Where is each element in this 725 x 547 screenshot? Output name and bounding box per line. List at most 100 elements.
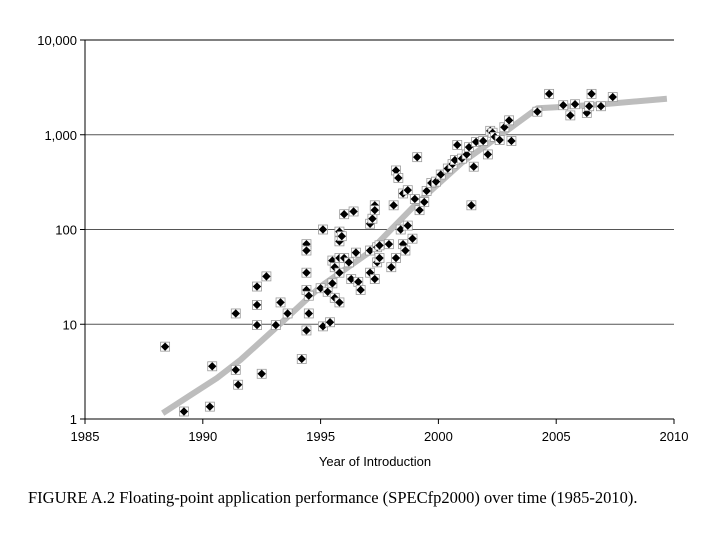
data-point-marker — [302, 326, 311, 335]
data-point — [506, 136, 517, 146]
data-point — [261, 271, 272, 282]
data-point-marker — [365, 246, 375, 255]
trend-layer — [161, 95, 668, 416]
data-point — [353, 276, 364, 287]
data-point — [327, 278, 338, 289]
y-tick-label: 1 — [70, 412, 77, 427]
y-tick-label: 1,000 — [44, 128, 77, 143]
data-point — [303, 308, 314, 319]
data-point — [607, 92, 618, 102]
data-point — [207, 361, 218, 372]
data-point-marker — [394, 173, 403, 183]
data-point-marker — [453, 140, 462, 150]
data-point-marker — [566, 111, 575, 120]
data-point-marker — [375, 253, 384, 263]
data-point — [393, 173, 404, 183]
data-point — [233, 379, 244, 390]
data-point — [400, 245, 411, 256]
data-point — [252, 300, 262, 310]
data-point — [407, 233, 418, 244]
data-point-marker — [205, 402, 215, 411]
data-point-marker — [208, 362, 217, 371]
y-tick-label: 10 — [63, 317, 77, 332]
data-point — [348, 206, 359, 217]
data-point-marker — [339, 210, 349, 219]
data-point-marker — [587, 89, 596, 99]
data-point-marker — [304, 291, 314, 300]
x-tick-label: 2000 — [424, 429, 453, 444]
data-point-marker — [262, 272, 271, 281]
data-point-marker — [410, 194, 420, 204]
data-point-marker — [325, 318, 335, 327]
point-layer — [160, 88, 618, 417]
data-point-marker — [344, 258, 354, 267]
data-point-marker — [403, 185, 412, 195]
data-point-marker — [233, 380, 243, 389]
data-point — [374, 253, 385, 263]
data-point — [386, 262, 397, 273]
trend-line — [161, 95, 668, 416]
data-point-marker — [252, 300, 262, 310]
data-point — [296, 354, 307, 364]
data-point — [336, 231, 347, 242]
data-point — [334, 297, 345, 308]
data-point-marker — [436, 170, 445, 179]
data-point-marker — [570, 100, 580, 109]
data-point — [301, 267, 312, 278]
data-point-marker — [271, 320, 281, 330]
data-point — [419, 197, 430, 207]
data-point-marker — [469, 162, 478, 171]
data-point — [160, 341, 171, 352]
data-point — [402, 220, 413, 231]
data-point-marker — [507, 136, 516, 146]
figure-caption: FIGURE A.2 Floating-point application pe… — [28, 488, 638, 507]
data-point — [301, 325, 312, 336]
data-point — [482, 149, 493, 160]
data-point — [570, 99, 580, 110]
data-point — [315, 283, 326, 294]
data-point-marker — [396, 225, 405, 234]
data-point — [275, 297, 286, 308]
data-point — [388, 200, 399, 211]
data-point — [351, 247, 361, 258]
data-point-marker — [302, 268, 311, 277]
data-point-marker — [462, 150, 471, 159]
data-point — [464, 142, 474, 153]
data-point-marker — [318, 322, 328, 331]
data-point-marker — [283, 309, 292, 318]
data-point — [565, 110, 576, 121]
data-point — [346, 274, 357, 284]
data-point — [179, 406, 189, 417]
scatter-chart: 1 10 100 1,000 10,000 1985 1990 1995 2000 2005 201… — [37, 33, 688, 469]
data-point — [369, 274, 380, 284]
data-point-marker — [412, 152, 422, 162]
data-point-marker — [533, 107, 542, 116]
data-point-marker — [483, 150, 493, 159]
x-tick-label: 1985 — [71, 429, 100, 444]
data-point — [334, 267, 345, 278]
data-point-marker — [335, 268, 344, 277]
data-point — [414, 205, 425, 216]
data-point — [494, 135, 505, 145]
data-point-marker — [467, 201, 476, 210]
y-tick-label: 100 — [55, 223, 77, 238]
data-point-marker — [316, 284, 325, 293]
data-point-marker — [559, 101, 568, 110]
data-point-marker — [323, 287, 332, 297]
data-point — [584, 101, 595, 112]
data-point-marker — [368, 214, 377, 223]
data-point-marker — [179, 407, 189, 416]
data-point — [230, 364, 241, 375]
data-point-marker — [384, 239, 394, 249]
data-point — [303, 290, 314, 301]
axis-layer — [80, 39, 675, 424]
data-point-marker — [337, 231, 347, 241]
x-tick-label: 1990 — [188, 429, 217, 444]
data-point-marker — [403, 221, 412, 230]
data-point — [586, 88, 597, 99]
data-point — [318, 224, 328, 235]
data-point-marker — [370, 274, 379, 284]
data-point — [252, 320, 262, 330]
data-point — [322, 286, 333, 297]
data-point-marker — [257, 369, 266, 378]
